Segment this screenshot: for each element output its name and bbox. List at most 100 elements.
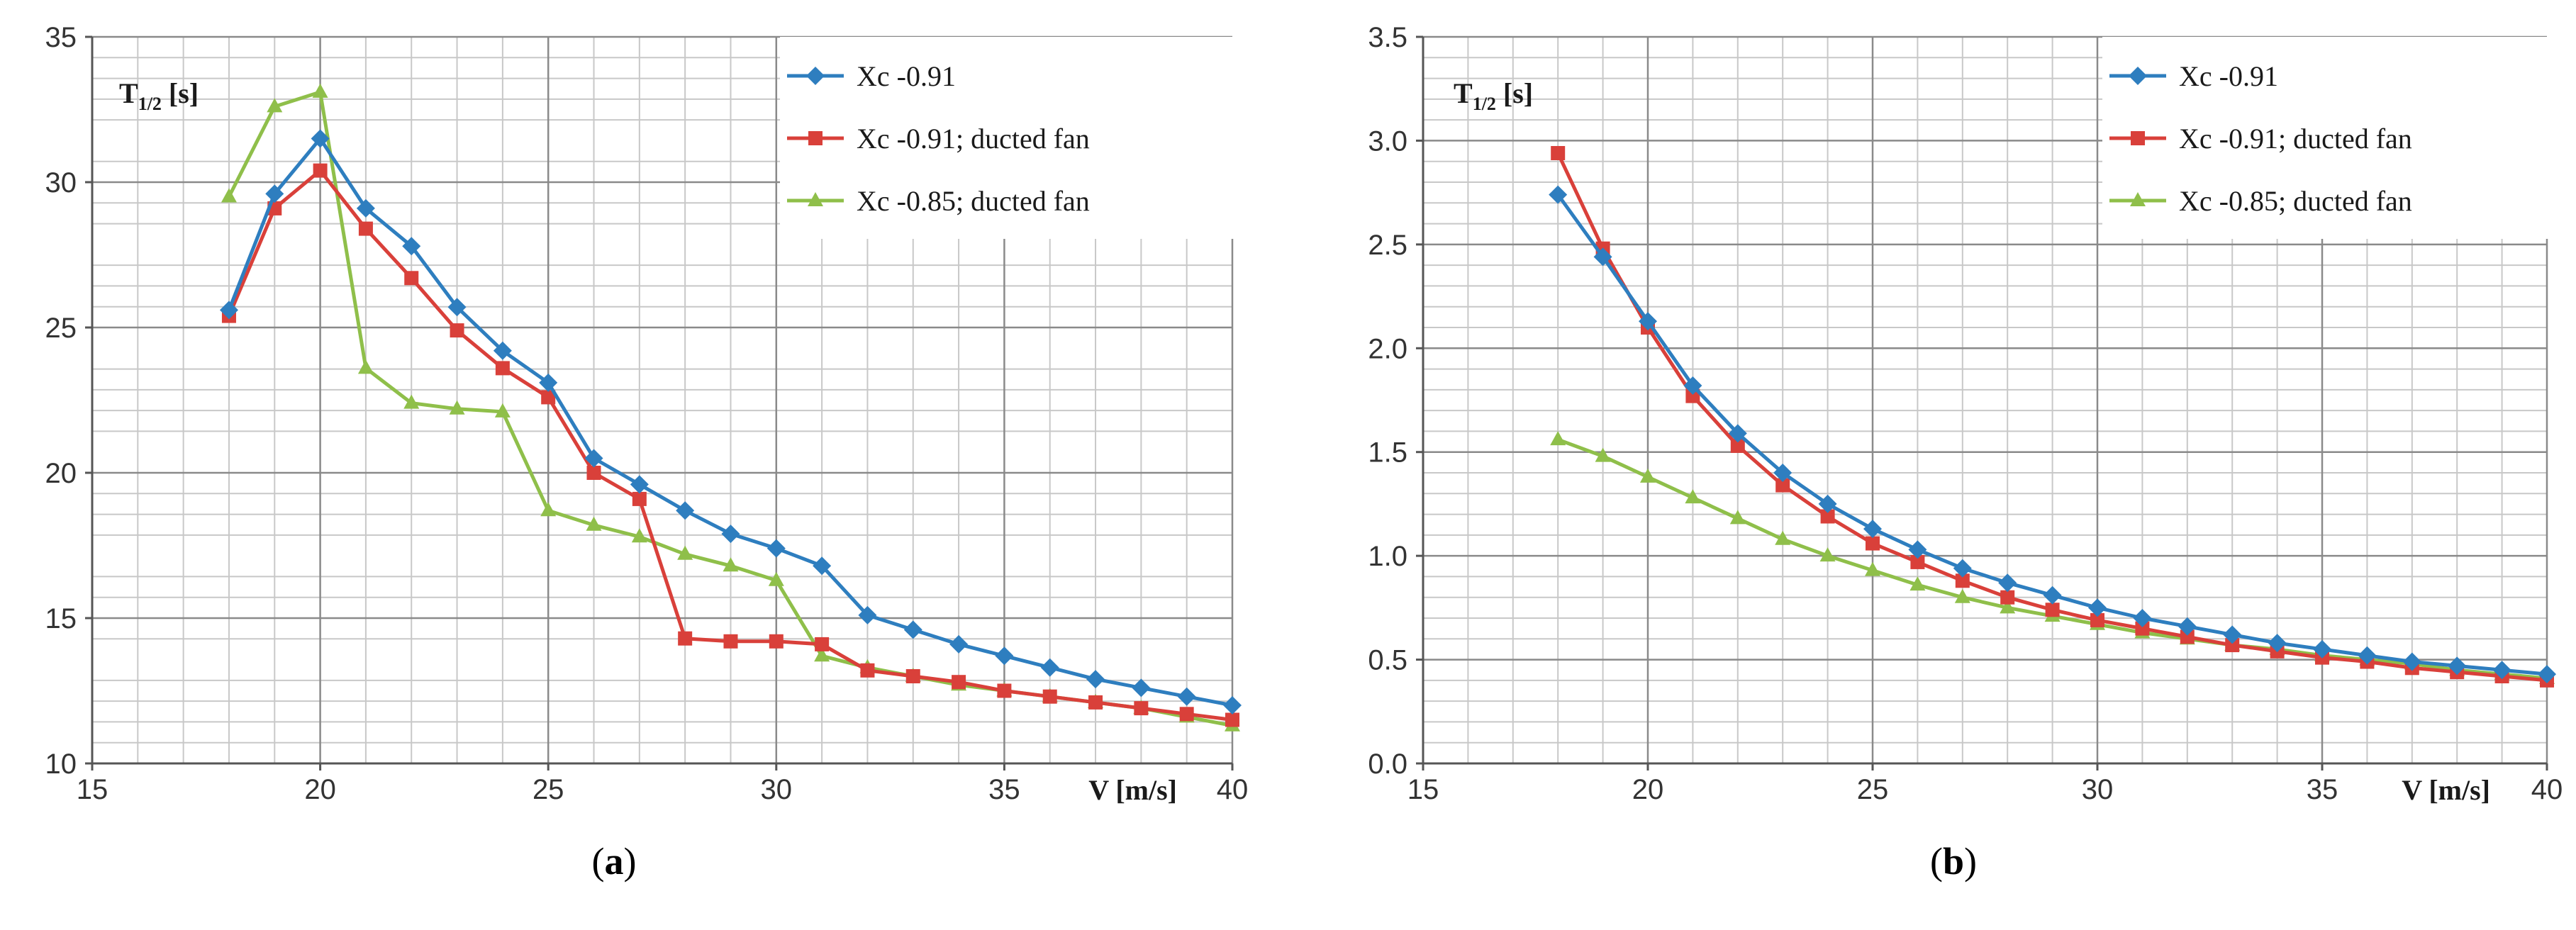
data-point-diamond — [1132, 678, 1151, 698]
data-point-square — [1551, 146, 1566, 160]
y-tick-label: 25 — [45, 313, 77, 344]
data-point-square — [2135, 621, 2150, 636]
data-point-triangle — [1595, 447, 1611, 462]
x-axis-label: V [m/s] — [2402, 774, 2490, 806]
x-tick-label: 25 — [533, 774, 564, 805]
data-point-diamond — [1040, 658, 1059, 677]
caption-letter: a — [605, 840, 624, 883]
data-point-diamond — [1953, 559, 1972, 578]
data-point-triangle — [723, 557, 739, 572]
data-point-square — [2180, 629, 2195, 644]
x-tick-label: 40 — [2531, 774, 2563, 805]
data-point-diamond — [2358, 646, 2377, 665]
y-axis-label-subscript: 1/2 — [1473, 94, 1496, 114]
data-point-triangle — [1550, 431, 1566, 446]
data-point-diamond — [1639, 312, 1657, 331]
legend-label: Xc -0.85; ducted fan — [2179, 185, 2412, 217]
data-point-diamond — [1728, 424, 1747, 443]
data-point-diamond — [2402, 652, 2421, 671]
data-point-triangle — [449, 400, 465, 415]
data-point-triangle — [1819, 547, 1836, 562]
data-point-square — [997, 683, 1012, 698]
data-point-square — [358, 221, 373, 236]
data-point-square — [723, 634, 738, 649]
y-axis-label-subscript: 1/2 — [138, 94, 162, 114]
data-point-triangle — [1909, 576, 1926, 591]
data-point-diamond — [858, 605, 877, 624]
y-tick-label: 10 — [45, 749, 77, 780]
data-point-diamond — [949, 634, 969, 654]
x-tick-label: 15 — [1407, 774, 1439, 805]
legend-entry: Xc -0.91 — [2109, 60, 2278, 92]
legend-entry: Xc -0.85; ducted fan — [787, 185, 1090, 217]
data-point-square — [495, 361, 510, 376]
y-tick-label: 0.0 — [1368, 749, 1407, 780]
data-point-diamond — [584, 449, 603, 468]
chart-panel-b: 15 20 25 30 35 40 0.0 0.5 1.0 1.5 2.0 2.5 3.0 3.5 T1/2… — [1368, 22, 2563, 883]
data-point-square — [1179, 707, 1194, 722]
x-tick-label: 25 — [1857, 774, 1889, 805]
data-point-triangle — [2130, 192, 2146, 206]
x-axis-label: V [m/s] — [1088, 774, 1177, 806]
data-point-diamond — [2129, 67, 2147, 85]
series-1 — [1549, 185, 2556, 684]
legend-box — [2102, 37, 2549, 239]
data-point-diamond — [806, 67, 825, 85]
data-point-square — [313, 163, 328, 178]
data-point-triangle — [312, 83, 328, 98]
legend-label: Xc -0.85; ducted fan — [857, 185, 1090, 217]
data-point-triangle — [494, 403, 511, 418]
data-point-triangle — [814, 647, 830, 662]
data-point-diamond — [1593, 247, 1612, 267]
data-point-triangle — [1685, 489, 1701, 504]
data-point-square — [1225, 712, 1239, 727]
data-point-diamond — [2313, 639, 2331, 659]
x-tick-label: 40 — [1217, 774, 1249, 805]
y-axis-label: T1/2 [s] — [1454, 77, 1533, 114]
data-point-triangle — [357, 359, 374, 374]
data-point-diamond — [903, 620, 922, 639]
data-point-square — [1042, 689, 1057, 704]
data-point-triangle — [2000, 599, 2016, 614]
y-tick-label: 0.5 — [1368, 645, 1407, 676]
data-point-square — [769, 634, 784, 649]
data-point-diamond — [539, 373, 558, 392]
data-point-diamond — [1177, 687, 1196, 706]
data-point-triangle — [631, 528, 647, 543]
data-point-triangle — [808, 192, 823, 206]
data-point-diamond — [1818, 494, 1837, 513]
data-point-square — [678, 631, 693, 646]
data-point-square — [1088, 695, 1103, 710]
data-point-square — [2131, 131, 2145, 145]
data-point-square — [815, 637, 830, 651]
x-tick-label: 20 — [1632, 774, 1664, 805]
y-tick-label: 3.5 — [1368, 22, 1407, 53]
legend-box — [780, 37, 1234, 239]
x-tick-label: 35 — [988, 774, 1020, 805]
data-point-triangle — [221, 188, 237, 203]
data-point-triangle — [540, 502, 557, 517]
data-point-diamond — [2268, 634, 2287, 653]
y-axis-label-unit: [s] — [1496, 77, 1533, 109]
data-point-square — [1775, 478, 1790, 493]
x-tick-label: 30 — [2082, 774, 2114, 805]
data-point-diamond — [1086, 670, 1105, 689]
y-tick-label: 1.0 — [1368, 541, 1407, 572]
data-point-square — [952, 675, 966, 690]
data-point-diamond — [219, 301, 238, 320]
y-axis-label-unit: [s] — [162, 77, 199, 109]
data-point-diamond — [1908, 540, 1927, 559]
data-point-diamond — [402, 237, 421, 256]
legend-entry: Xc -0.91; ducted fan — [2109, 123, 2412, 155]
data-point-diamond — [1223, 696, 1242, 715]
caption-paren-open: ( — [1930, 840, 1943, 883]
series-2 — [221, 163, 1239, 727]
data-point-square — [1730, 438, 1745, 453]
data-point-diamond — [447, 298, 467, 317]
data-point-diamond — [1683, 376, 1702, 395]
y-tick-label: 2.5 — [1368, 230, 1407, 261]
data-point-triangle — [267, 98, 283, 113]
data-point-diamond — [676, 501, 695, 520]
